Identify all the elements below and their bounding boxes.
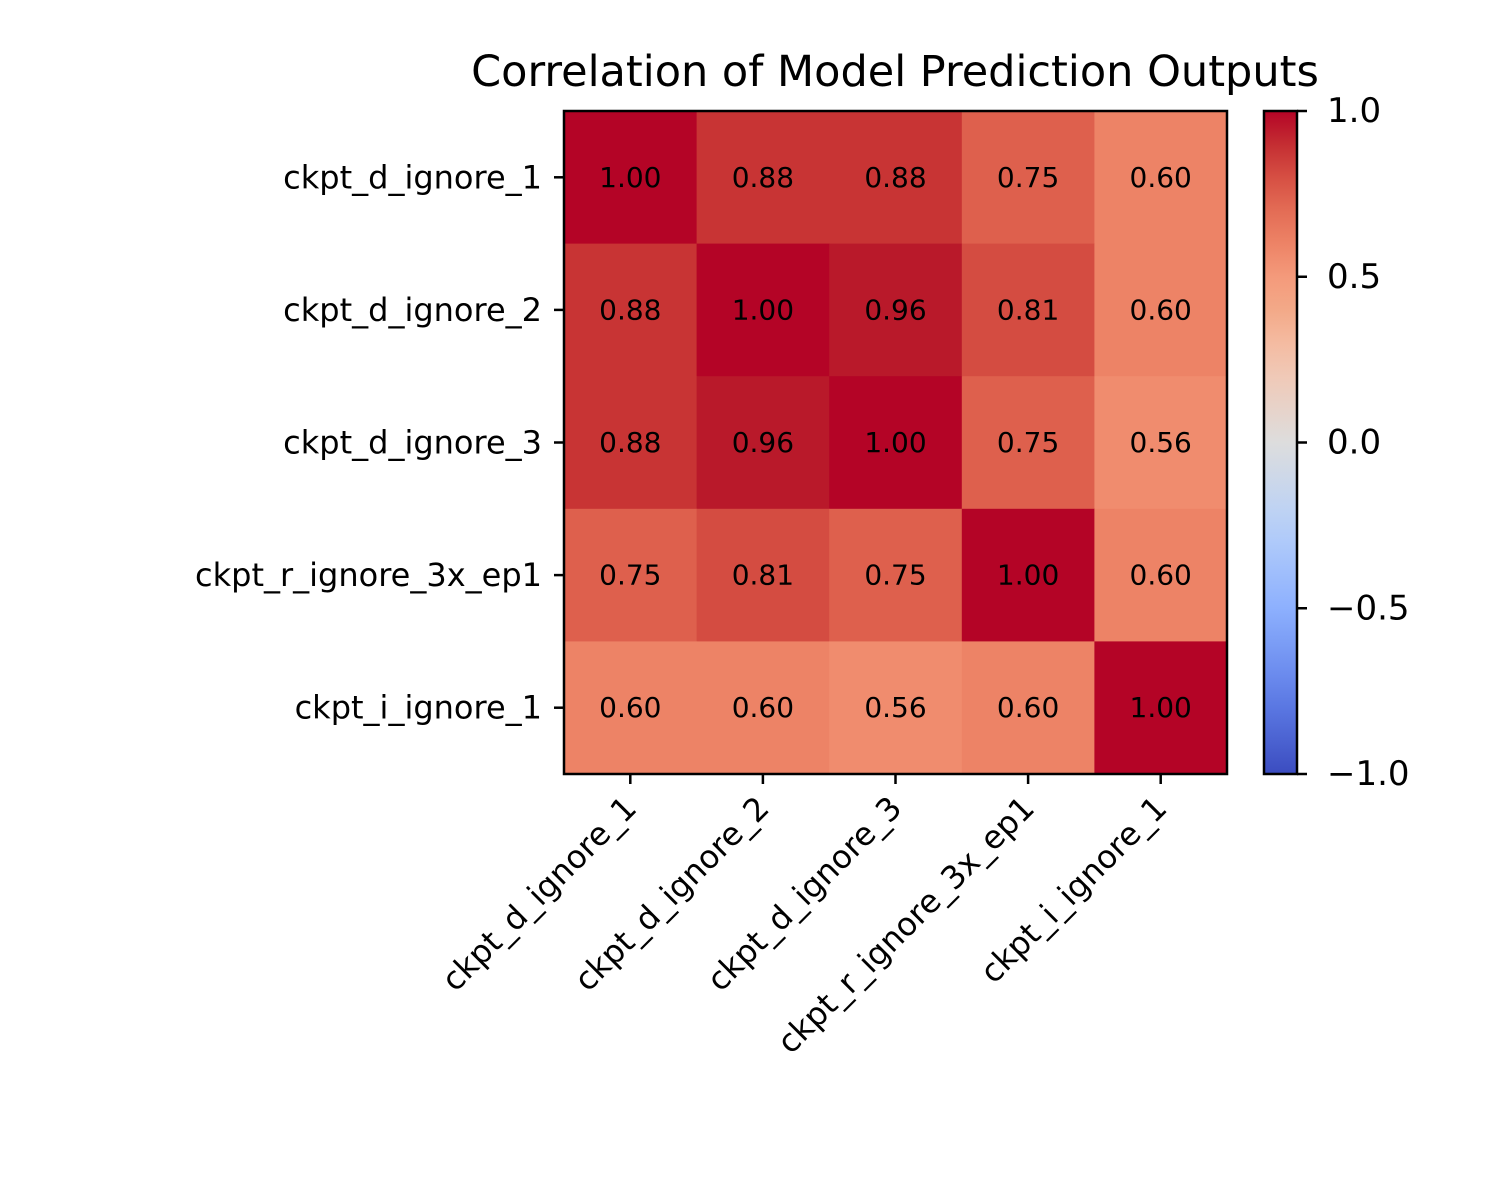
- heatmap-cell: [696, 376, 830, 510]
- cell-value-label: 0.60: [1130, 293, 1192, 326]
- cell-value-label: 0.75: [997, 161, 1059, 194]
- heatmap-cell: [829, 243, 963, 377]
- heatmap-cell: [1094, 641, 1228, 775]
- colorbar-gradient: [1264, 111, 1297, 774]
- heatmap-cell: [829, 376, 963, 510]
- heatmap-cell: [829, 641, 963, 775]
- cell-value-label: 0.56: [1130, 426, 1192, 459]
- colorbar-tick-label: 1.0: [1327, 91, 1381, 131]
- x-axis-ticks: ckpt_d_ignore_1ckpt_d_ignore_2ckpt_d_ign…: [434, 774, 1174, 1061]
- cell-value-label: 0.81: [997, 293, 1059, 326]
- heatmap-cell: [961, 111, 1095, 245]
- cell-value-label: 0.88: [864, 161, 926, 194]
- y-tick-label: ckpt_d_ignore_2: [283, 291, 542, 329]
- cell-value-label: 0.88: [732, 161, 794, 194]
- heatmap-cell: [961, 376, 1095, 510]
- colorbar-ticks: 1.0 0.5 0.0 −0.5 −1.0: [1297, 91, 1410, 794]
- colorbar-tick-label: 0.0: [1327, 423, 1381, 463]
- cell-value-label: 0.60: [1130, 559, 1192, 592]
- cell-value-label: 0.96: [864, 293, 926, 326]
- heatmap-cells: [564, 111, 1228, 775]
- colorbar-tick-label: −1.0: [1327, 754, 1410, 794]
- cell-value-label: 0.75: [864, 559, 926, 592]
- heatmap-cell: [696, 243, 830, 377]
- y-axis-ticks: ckpt_d_ignore_1 ckpt_d_ignore_2 ckpt_d_ign…: [195, 158, 564, 727]
- cell-value-label: 1.00: [864, 426, 926, 459]
- cell-value-label: 0.88: [599, 426, 661, 459]
- y-tick-label: ckpt_r_ignore_3x_ep1: [195, 556, 542, 594]
- colorbar: 1.0 0.5 0.0 −0.5 −1.0: [1262, 91, 1410, 794]
- cell-value-label: 0.81: [732, 559, 794, 592]
- heatmap-cell-labels: 1.00 0.88 0.88 0.75 0.60 0.88 1.00 0.96 0.81 0.60…: [599, 161, 1192, 724]
- x-tick-label: ckpt_r_ignore_3x_ep1: [770, 789, 1042, 1061]
- cell-value-label: 0.88: [599, 293, 661, 326]
- cell-value-label: 0.60: [997, 691, 1059, 724]
- cell-value-label: 0.60: [599, 691, 661, 724]
- cell-value-label: 1.00: [599, 161, 661, 194]
- heatmap-cell: [564, 376, 698, 510]
- chart-title: Correlation of Model Prediction Outputs: [471, 47, 1319, 97]
- heatmap-cell: [829, 508, 963, 642]
- colorbar-tick-label: −0.5: [1327, 588, 1410, 628]
- heatmap-cell: [829, 111, 963, 245]
- heatmap-cell: [564, 243, 698, 377]
- heatmap-cell: [1094, 508, 1228, 642]
- cell-value-label: 0.96: [732, 426, 794, 459]
- heatmap-cell: [1094, 376, 1228, 510]
- cell-value-label: 1.00: [997, 559, 1059, 592]
- y-tick-label: ckpt_i_ignore_1: [295, 689, 542, 727]
- cell-value-label: 0.56: [864, 691, 926, 724]
- cell-value-label: 0.60: [1130, 161, 1192, 194]
- heatmap-cell: [961, 641, 1095, 775]
- heatmap-cell: [961, 243, 1095, 377]
- heatmap-cell: [696, 508, 830, 642]
- cell-value-label: 0.60: [732, 691, 794, 724]
- heatmap-cell: [696, 111, 830, 245]
- cell-value-label: 0.75: [599, 559, 661, 592]
- colorbar-tick-label: 0.5: [1327, 257, 1381, 297]
- cell-value-label: 0.75: [997, 426, 1059, 459]
- y-tick-label: ckpt_d_ignore_1: [283, 158, 542, 196]
- heatmap-cell: [696, 641, 830, 775]
- cell-value-label: 1.00: [732, 293, 794, 326]
- heatmap-cell: [564, 508, 698, 642]
- heatmap-cell: [1094, 111, 1228, 245]
- y-tick-label: ckpt_d_ignore_3: [283, 424, 542, 462]
- heatmap-cell: [564, 641, 698, 775]
- heatmap-cell: [564, 111, 698, 245]
- cell-value-label: 1.00: [1130, 691, 1192, 724]
- heatmap-cell: [961, 508, 1095, 642]
- heatmap-cell: [1094, 243, 1228, 377]
